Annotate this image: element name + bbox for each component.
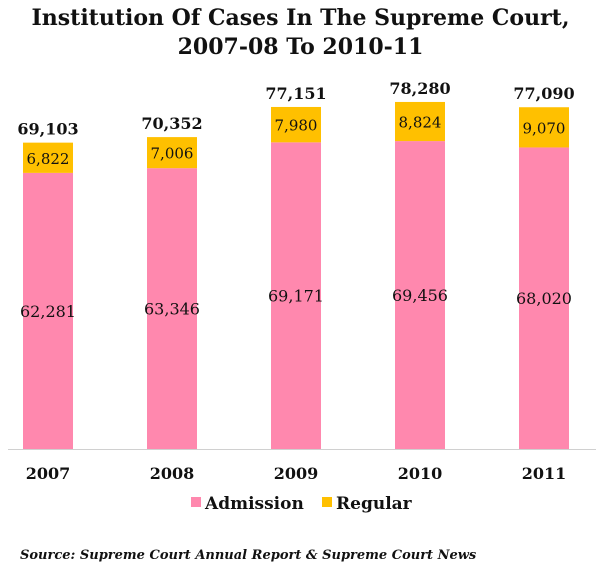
x-tick-label-2009: 2009: [274, 464, 319, 483]
total-label-2009: 77,151: [265, 84, 326, 103]
data-label-admission-2009: 69,171: [268, 287, 324, 306]
x-tick-label-2008: 2008: [150, 464, 195, 483]
bar-admission-2008: [147, 168, 197, 449]
data-label-admission-2007: 62,281: [20, 302, 76, 321]
bar-regular-2010: [395, 101, 445, 142]
data-label-admission-2011: 68,020: [516, 289, 572, 308]
total-label-2011: 77,090: [513, 84, 574, 103]
bar-regular-2009: [271, 106, 321, 143]
data-label-regular-2011: 9,070: [523, 119, 566, 137]
chart-subtitle: 2007-08 To 2010-11: [177, 34, 424, 60]
bar-admission-2011: [519, 147, 569, 449]
bar-admission-2009: [271, 142, 321, 449]
x-tick-label-2011: 2011: [522, 464, 567, 483]
data-label-regular-2010: 8,824: [399, 114, 442, 132]
total-label-2010: 78,280: [389, 79, 450, 98]
bar-regular-2007: [23, 142, 73, 173]
bar-admission-2010: [395, 141, 445, 449]
chart-title-line1: Institution Of Cases In The Supreme Cour…: [31, 5, 570, 31]
legend-swatch-admission: [191, 497, 201, 507]
bar-regular-2011: [519, 107, 569, 148]
x-tick-label-2010: 2010: [398, 464, 443, 483]
source-note: Source: Supreme Court Annual Report & Su…: [20, 548, 477, 563]
bar-regular-2008: [147, 137, 197, 169]
total-label-2008: 70,352: [141, 114, 202, 133]
legend-label-admission: Admission: [204, 494, 304, 514]
chart-title: Institution Of Cases In The Supreme Cour…: [0, 4, 601, 62]
data-label-admission-2010: 69,456: [392, 286, 448, 305]
data-label-admission-2008: 63,346: [144, 300, 200, 319]
bar-admission-2007: [23, 172, 73, 449]
total-label-2007: 69,103: [17, 120, 78, 139]
legend-swatch-regular: [322, 497, 332, 507]
x-tick-label-2007: 2007: [26, 464, 71, 483]
legend-label-regular: Regular: [336, 494, 413, 514]
data-label-regular-2007: 6,822: [27, 150, 70, 168]
data-label-regular-2009: 7,980: [275, 117, 318, 135]
data-label-regular-2008: 7,006: [151, 145, 194, 163]
